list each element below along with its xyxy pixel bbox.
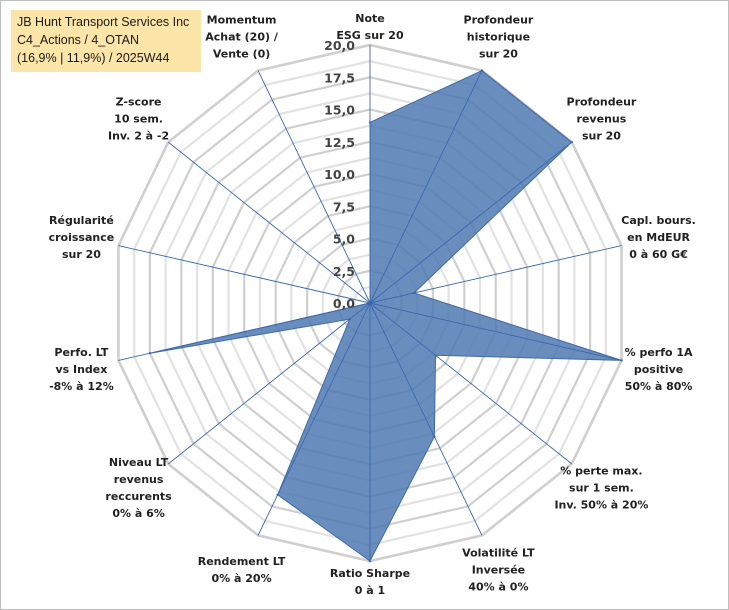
category-labels: Note ESG sur 20 Profondeur historique sur 20… [49,12,696,597]
tick-label: 2,5 [333,264,355,279]
spoke-line [118,302,371,361]
spoke-line [369,141,572,304]
data-point [276,493,279,496]
radial-tick-labels: 0,0 2,5 5,0 7,5 10,0 12,5 15,0 17,5 20,0 [324,38,355,311]
spoke-line [369,70,483,304]
category-label: Capl. bours. en MdEUR 0 à 60 G€ [621,214,696,261]
chart-title-box: JB Hunt Transport Services Inc C4_Action… [11,10,201,72]
category-label: Ratio Sharpe 0 à 1 [330,567,410,597]
data-point [148,352,152,355]
radar-spokes [118,45,622,561]
category-label: % perfo 1A positive 50% à 80% [625,346,693,393]
category-label: % perte max. sur 1 sem. Inv. 50% à 20% [554,465,648,512]
data-point [368,301,372,305]
category-label: Rendement LT 0% à 20% [198,555,286,585]
title-line-2: C4_Actions / 4_OTAN [17,33,140,47]
category-label: Momentum Achat (20) / Vente (0) [205,13,279,60]
category-label: Z-score 10 sem. Inv. 2 à -2 [108,95,169,142]
title-line-1: JB Hunt Transport Services Inc [17,15,190,29]
spoke-line [118,245,371,304]
spoke-line [369,302,483,536]
spoke-line [369,302,622,361]
data-point [570,140,573,144]
category-label: Niveau LT revenus reccurents 0% à 6% [105,456,172,520]
tick-label: 15,0 [324,103,355,118]
spoke-line [168,141,371,304]
tick-label: 0,0 [333,296,355,311]
spoke-line [257,70,371,304]
data-point [368,559,372,563]
data-point [434,354,437,357]
category-label: Profondeur revenus sur 20 [567,95,637,142]
data-point [433,435,436,438]
tick-label: 12,5 [324,135,355,150]
data-point [620,359,623,362]
title-line-3: (16,9% | 11,9%) / 2025W44 [17,51,170,65]
category-label: Profondeur historique sur 20 [464,13,534,60]
category-label: Volatilité LT Inversée 40% à 0% [462,547,535,594]
category-label: Perfo. LT vs Index -8% à 12% [49,346,114,393]
data-point [412,291,416,295]
tick-label: 17,5 [324,70,355,85]
spoke-line [369,302,572,465]
tick-label: 7,5 [333,199,355,214]
data-point [480,69,484,72]
tick-label: 20,0 [324,38,355,53]
data-point [368,121,372,124]
category-label: Régularité croissance sur 20 [49,214,115,261]
tick-label: 5,0 [333,232,355,247]
data-point [348,317,352,321]
tick-label: 10,0 [324,167,355,182]
spoke-line [257,302,371,536]
category-label: Note ESG sur 20 [336,12,404,42]
spoke-line [168,302,371,465]
series-points [148,69,623,563]
spoke-line [369,245,622,304]
